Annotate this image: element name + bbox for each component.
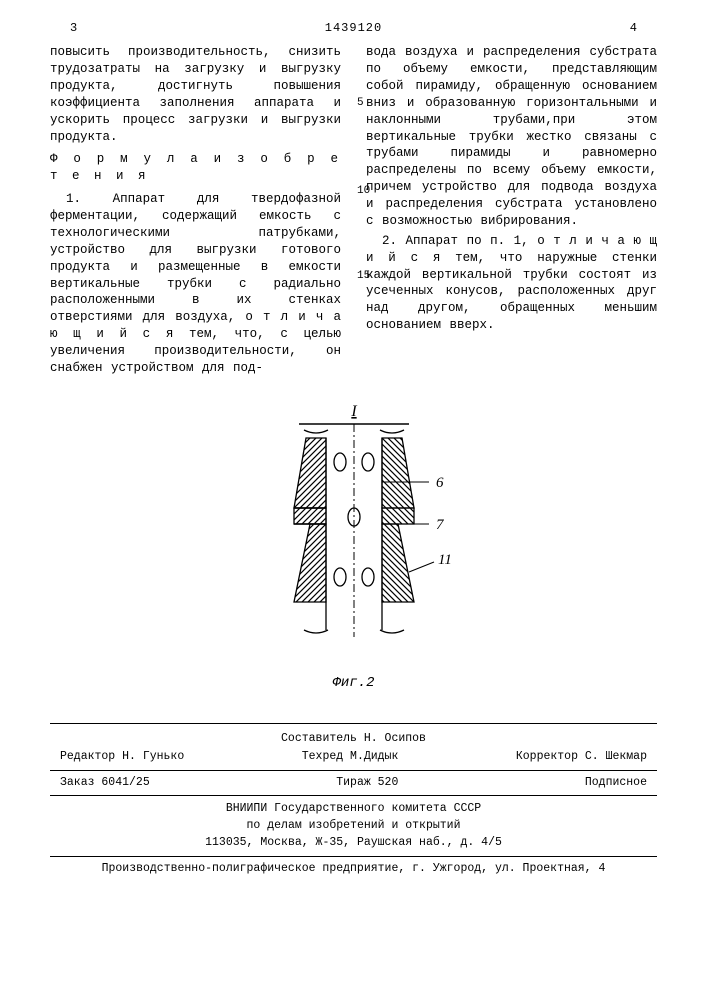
figure-section-label: I — [350, 403, 357, 420]
corrector: Корректор С. Шекмар — [516, 748, 647, 766]
formula-title: Ф о р м у л а и з о б р е т е н и я — [50, 151, 341, 185]
org-line-1: ВНИИПИ Государственного комитета СССР — [50, 800, 657, 817]
subscription: Подписное — [585, 775, 647, 791]
page-num-right: 4 — [630, 20, 637, 36]
print-line: Производственно-полиграфическое предприя… — [50, 856, 657, 877]
page: 3 1439120 4 5 10 15 повысить производите… — [0, 0, 707, 896]
tirage: Тираж 520 — [336, 775, 398, 791]
credits-row: Редактор Н. Гунько Техред М.Дидык Коррек… — [50, 748, 657, 766]
line-number: 5 — [357, 96, 364, 111]
compiler: Составитель Н. Осипов — [50, 730, 657, 748]
paragraph: вода воздуха и распределения субстрата п… — [366, 44, 657, 230]
figure-caption: Фиг.2 — [50, 674, 657, 693]
paragraph: повысить производительность, снизить тру… — [50, 44, 341, 145]
paragraph: 2. Аппарат по п. 1, о т л и ч а ю щ и й … — [366, 233, 657, 334]
org-block: ВНИИПИ Государственного комитета СССР по… — [50, 796, 657, 856]
footer: Составитель Н. Осипов Редактор Н. Гунько… — [50, 723, 657, 877]
credits-block: Составитель Н. Осипов Редактор Н. Гунько… — [50, 723, 657, 767]
two-column-body: 5 10 15 повысить производительность, сни… — [50, 44, 657, 377]
org-address: 113035, Москва, Ж-35, Раушская наб., д. … — [50, 834, 657, 851]
figure-label-7: 7 — [436, 517, 445, 533]
figure-label-6: 6 — [436, 475, 444, 491]
techred: Техред М.Дидык — [302, 748, 399, 766]
patent-number: 1439120 — [325, 20, 382, 36]
paragraph: 1. Аппарат для твердофазной ферментации,… — [50, 191, 341, 377]
order-number: Заказ 6041/25 — [60, 775, 150, 791]
line-number: 10 — [357, 184, 370, 199]
figure-svg: I — [244, 402, 464, 662]
figure-label-11: 11 — [438, 552, 452, 568]
org-line-2: по делам изобретений и открытий — [50, 817, 657, 834]
left-column: 5 10 15 повысить производительность, сни… — [50, 44, 341, 377]
line-number: 15 — [357, 269, 370, 284]
header-row: 3 1439120 4 — [50, 20, 657, 36]
figure-2: I — [50, 402, 657, 693]
page-num-left: 3 — [70, 20, 77, 36]
order-row: Заказ 6041/25 Тираж 520 Подписное — [50, 770, 657, 796]
right-column: вода воздуха и распределения субстрата п… — [366, 44, 657, 377]
editor: Редактор Н. Гунько — [60, 748, 184, 766]
